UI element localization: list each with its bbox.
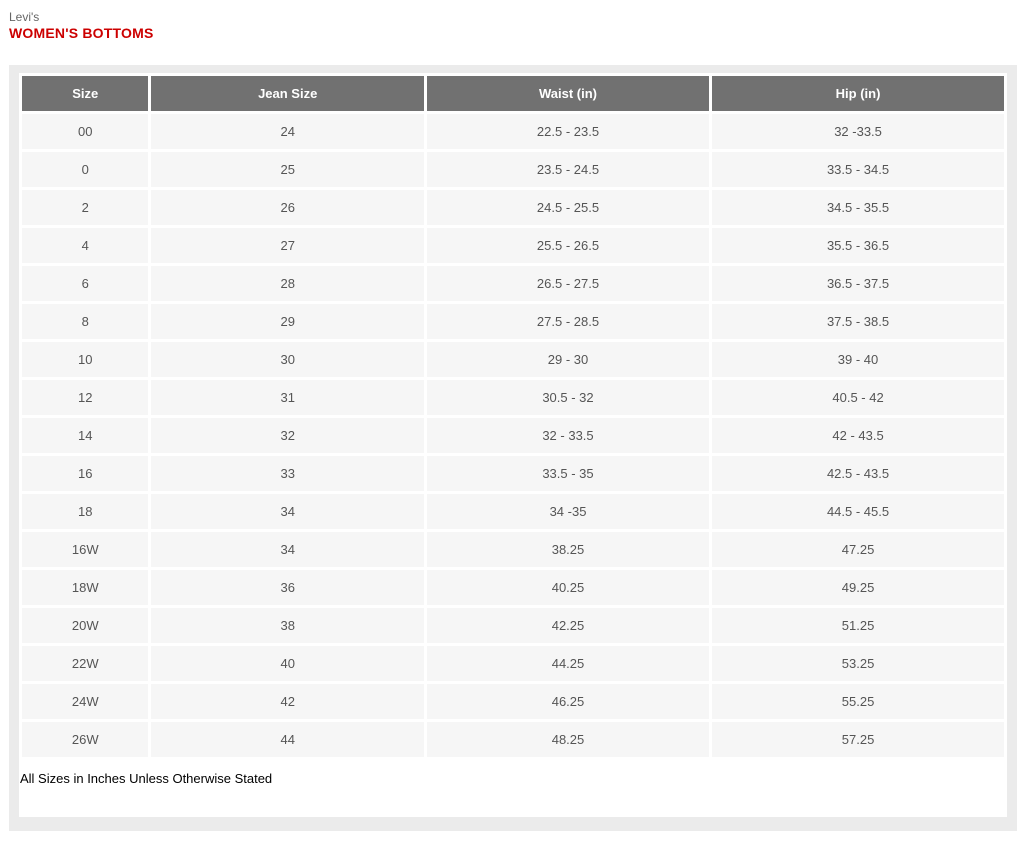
cell-size: 0 <box>22 152 149 187</box>
cell-size: 16W <box>22 532 149 567</box>
cell-hip: 49.25 <box>712 570 1004 605</box>
table-row: 6 28 26.5 - 27.5 36.5 - 37.5 <box>22 266 1004 301</box>
cell-waist: 44.25 <box>426 646 710 681</box>
cell-waist: 22.5 - 23.5 <box>426 114 710 149</box>
page-title: WOMEN'S BOTTOMS <box>9 25 154 41</box>
cell-hip: 55.25 <box>712 684 1004 719</box>
cell-jean-size: 24 <box>151 114 424 149</box>
cell-jean-size: 44 <box>151 722 424 757</box>
cell-hip: 57.25 <box>712 722 1004 757</box>
cell-waist: 40.25 <box>426 570 710 605</box>
cell-jean-size: 25 <box>151 152 424 187</box>
cell-hip: 47.25 <box>712 532 1004 567</box>
cell-size: 16 <box>22 456 149 491</box>
cell-hip: 44.5 - 45.5 <box>712 494 1004 529</box>
cell-size: 14 <box>22 418 149 453</box>
cell-jean-size: 40 <box>151 646 424 681</box>
table-row: 20W 38 42.25 51.25 <box>22 608 1004 643</box>
table-row: 0 25 23.5 - 24.5 33.5 - 34.5 <box>22 152 1004 187</box>
size-chart-panel: Size Jean Size Waist (in) Hip (in) 00 24 2… <box>9 65 1017 831</box>
cell-hip: 35.5 - 36.5 <box>712 228 1004 263</box>
cell-waist: 34 -35 <box>426 494 710 529</box>
size-chart-card: Size Jean Size Waist (in) Hip (in) 00 24 2… <box>19 73 1007 817</box>
cell-jean-size: 36 <box>151 570 424 605</box>
cell-waist: 32 - 33.5 <box>426 418 710 453</box>
cell-waist: 29 - 30 <box>426 342 710 377</box>
cell-size: 6 <box>22 266 149 301</box>
cell-jean-size: 32 <box>151 418 424 453</box>
table-row: 26W 44 48.25 57.25 <box>22 722 1004 757</box>
table-row: 22W 40 44.25 53.25 <box>22 646 1004 681</box>
page-header: Levi's WOMEN'S BOTTOMS <box>9 10 154 42</box>
cell-waist: 30.5 - 32 <box>426 380 710 415</box>
cell-jean-size: 34 <box>151 532 424 567</box>
cell-waist: 33.5 - 35 <box>426 456 710 491</box>
cell-waist: 42.25 <box>426 608 710 643</box>
cell-jean-size: 26 <box>151 190 424 225</box>
cell-jean-size: 34 <box>151 494 424 529</box>
cell-size: 22W <box>22 646 149 681</box>
table-row: 00 24 22.5 - 23.5 32 -33.5 <box>22 114 1004 149</box>
cell-jean-size: 38 <box>151 608 424 643</box>
cell-hip: 33.5 - 34.5 <box>712 152 1004 187</box>
cell-hip: 42.5 - 43.5 <box>712 456 1004 491</box>
cell-waist: 26.5 - 27.5 <box>426 266 710 301</box>
cell-jean-size: 42 <box>151 684 424 719</box>
table-row: 10 30 29 - 30 39 - 40 <box>22 342 1004 377</box>
table-row: 8 29 27.5 - 28.5 37.5 - 38.5 <box>22 304 1004 339</box>
cell-jean-size: 33 <box>151 456 424 491</box>
table-row: 14 32 32 - 33.5 42 - 43.5 <box>22 418 1004 453</box>
cell-hip: 42 - 43.5 <box>712 418 1004 453</box>
cell-waist: 24.5 - 25.5 <box>426 190 710 225</box>
column-header-jean-size: Jean Size <box>151 76 424 111</box>
table-header-row: Size Jean Size Waist (in) Hip (in) <box>22 76 1004 111</box>
column-header-size: Size <box>22 76 149 111</box>
cell-waist: 46.25 <box>426 684 710 719</box>
cell-hip: 36.5 - 37.5 <box>712 266 1004 301</box>
cell-size: 18 <box>22 494 149 529</box>
cell-size: 20W <box>22 608 149 643</box>
table-row: 12 31 30.5 - 32 40.5 - 42 <box>22 380 1004 415</box>
cell-hip: 53.25 <box>712 646 1004 681</box>
cell-jean-size: 28 <box>151 266 424 301</box>
cell-jean-size: 29 <box>151 304 424 339</box>
cell-hip: 32 -33.5 <box>712 114 1004 149</box>
cell-jean-size: 30 <box>151 342 424 377</box>
table-row: 16 33 33.5 - 35 42.5 - 43.5 <box>22 456 1004 491</box>
cell-hip: 39 - 40 <box>712 342 1004 377</box>
cell-waist: 38.25 <box>426 532 710 567</box>
size-chart-table: Size Jean Size Waist (in) Hip (in) 00 24 2… <box>19 73 1007 760</box>
cell-size: 26W <box>22 722 149 757</box>
brand-name: Levi's <box>9 10 40 24</box>
table-row: 2 26 24.5 - 25.5 34.5 - 35.5 <box>22 190 1004 225</box>
cell-size: 10 <box>22 342 149 377</box>
cell-waist: 48.25 <box>426 722 710 757</box>
cell-waist: 23.5 - 24.5 <box>426 152 710 187</box>
cell-hip: 40.5 - 42 <box>712 380 1004 415</box>
cell-size: 2 <box>22 190 149 225</box>
cell-hip: 34.5 - 35.5 <box>712 190 1004 225</box>
cell-waist: 27.5 - 28.5 <box>426 304 710 339</box>
cell-hip: 37.5 - 38.5 <box>712 304 1004 339</box>
column-header-waist: Waist (in) <box>426 76 710 111</box>
cell-hip: 51.25 <box>712 608 1004 643</box>
table-row: 4 27 25.5 - 26.5 35.5 - 36.5 <box>22 228 1004 263</box>
cell-size: 8 <box>22 304 149 339</box>
cell-size: 4 <box>22 228 149 263</box>
table-row: 16W 34 38.25 47.25 <box>22 532 1004 567</box>
table-row: 18W 36 40.25 49.25 <box>22 570 1004 605</box>
table-row: 18 34 34 -35 44.5 - 45.5 <box>22 494 1004 529</box>
cell-waist: 25.5 - 26.5 <box>426 228 710 263</box>
column-header-hip: Hip (in) <box>712 76 1004 111</box>
footnote: All Sizes in Inches Unless Otherwise Sta… <box>20 771 273 786</box>
cell-jean-size: 31 <box>151 380 424 415</box>
cell-jean-size: 27 <box>151 228 424 263</box>
cell-size: 00 <box>22 114 149 149</box>
cell-size: 12 <box>22 380 149 415</box>
cell-size: 18W <box>22 570 149 605</box>
table-row: 24W 42 46.25 55.25 <box>22 684 1004 719</box>
cell-size: 24W <box>22 684 149 719</box>
